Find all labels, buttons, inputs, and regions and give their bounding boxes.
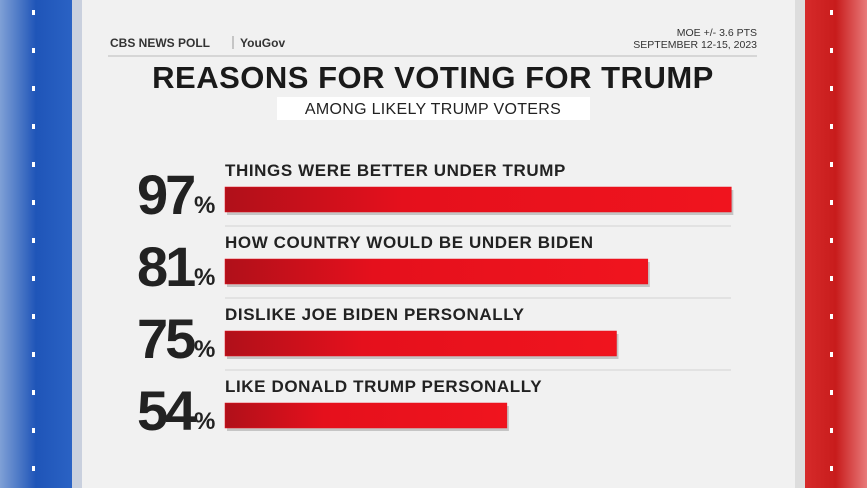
- bar: [224, 258, 649, 285]
- stripe-tick: [32, 352, 35, 357]
- value-label: 81: [137, 235, 195, 298]
- stripe-tick: [830, 86, 833, 91]
- stripe-tick: [830, 352, 833, 357]
- stripe-tick: [830, 162, 833, 167]
- red-edge: [795, 0, 805, 488]
- value-unit: %: [194, 408, 215, 435]
- category-label: LIKE DONALD TRUMP PERSONALLY: [225, 377, 542, 396]
- bar: [224, 330, 617, 357]
- red-stripe: [805, 0, 867, 488]
- blue-edge: [72, 0, 82, 488]
- stripe-tick: [32, 390, 35, 395]
- stripe-tick: [32, 276, 35, 281]
- chart-title: REASONS FOR VOTING FOR TRUMP: [152, 60, 714, 95]
- value-unit: %: [194, 336, 215, 363]
- stripe-tick: [830, 276, 833, 281]
- stripe-tick: [32, 48, 35, 53]
- stripe-tick: [32, 124, 35, 129]
- chart-subtitle: AMONG LIKELY TRUMP VOTERS: [305, 101, 561, 118]
- category-label: THINGS WERE BETTER UNDER TRUMP: [225, 161, 566, 180]
- moe-note: MOE +/- 3.6 PTS: [677, 27, 757, 39]
- value-label: 75: [137, 307, 195, 370]
- stripe-tick: [32, 428, 35, 433]
- subtitle-box: [277, 97, 590, 120]
- source-name: CBS NEWS POLL: [110, 36, 210, 50]
- stripe-tick: [830, 314, 833, 319]
- value-unit: %: [194, 264, 215, 291]
- stripe-decoration: [32, 10, 833, 471]
- stripe-tick: [830, 238, 833, 243]
- stripe-tick: [32, 314, 35, 319]
- category-label: DISLIKE JOE BIDEN PERSONALLY: [225, 305, 525, 324]
- stripe-tick: [32, 86, 35, 91]
- date-note: SEPTEMBER 12-15, 2023: [633, 39, 757, 51]
- stripe-tick: [830, 390, 833, 395]
- blue-stripe: [0, 0, 72, 488]
- stripe-tick: [830, 200, 833, 205]
- stripe-tick: [830, 48, 833, 53]
- bar: [224, 402, 508, 429]
- stripe-tick: [32, 238, 35, 243]
- stripe-tick: [830, 428, 833, 433]
- category-label: HOW COUNTRY WOULD BE UNDER BIDEN: [225, 233, 594, 252]
- stripe-tick: [830, 466, 833, 471]
- stripe-tick: [830, 10, 833, 15]
- stripe-tick: [32, 466, 35, 471]
- value-label: 54: [137, 379, 196, 442]
- stripe-tick: [32, 200, 35, 205]
- source: CBS NEWS POLL: [110, 36, 210, 50]
- stripe-tick: [32, 162, 35, 167]
- stripe-tick: [32, 10, 35, 15]
- partner: YouGov: [240, 36, 285, 50]
- bar: [224, 186, 732, 213]
- stripe-tick: [830, 124, 833, 129]
- value-label: 97: [137, 163, 194, 226]
- value-unit: %: [194, 192, 215, 219]
